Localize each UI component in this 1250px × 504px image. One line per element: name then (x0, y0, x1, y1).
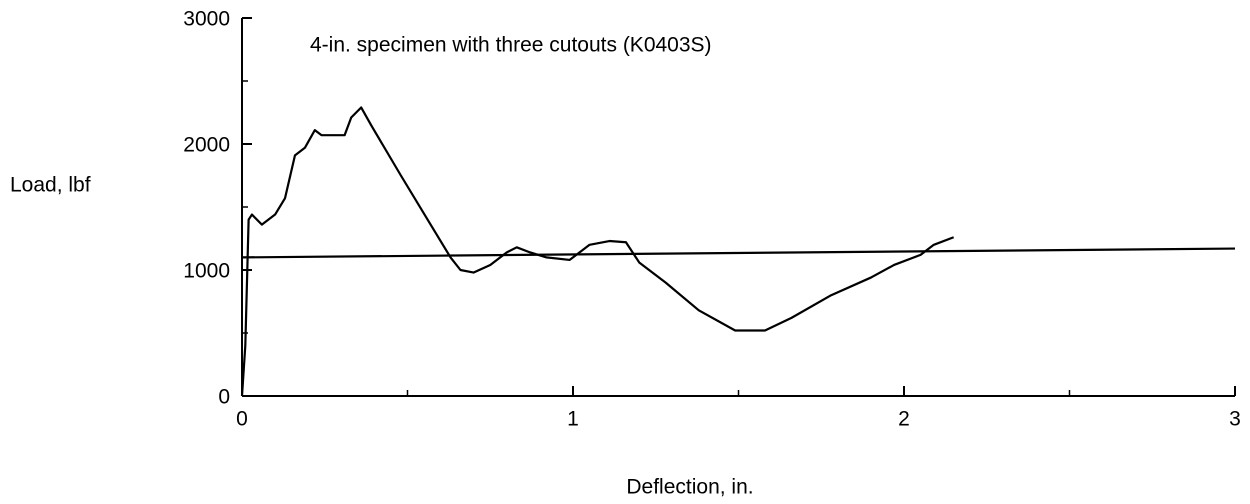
y-tick-label: 2000 (183, 134, 230, 157)
y-tick-label: 0 (218, 386, 230, 409)
x-tick-label: 0 (236, 408, 248, 431)
x-tick-label: 1 (567, 408, 579, 431)
y-axis-label: Load, lbf (10, 174, 91, 197)
x-tick-label: 2 (898, 408, 910, 431)
data-line (241, 247, 1236, 259)
x-axis-label: Deflection, in. (626, 476, 753, 499)
chart-title: 4-in. specimen with three cutouts (K0403… (310, 34, 712, 57)
x-tick-label: 3 (1229, 408, 1241, 431)
y-tick-label: 1000 (183, 260, 230, 283)
data-line (240, 106, 955, 397)
y-tick-label: 3000 (183, 8, 230, 31)
